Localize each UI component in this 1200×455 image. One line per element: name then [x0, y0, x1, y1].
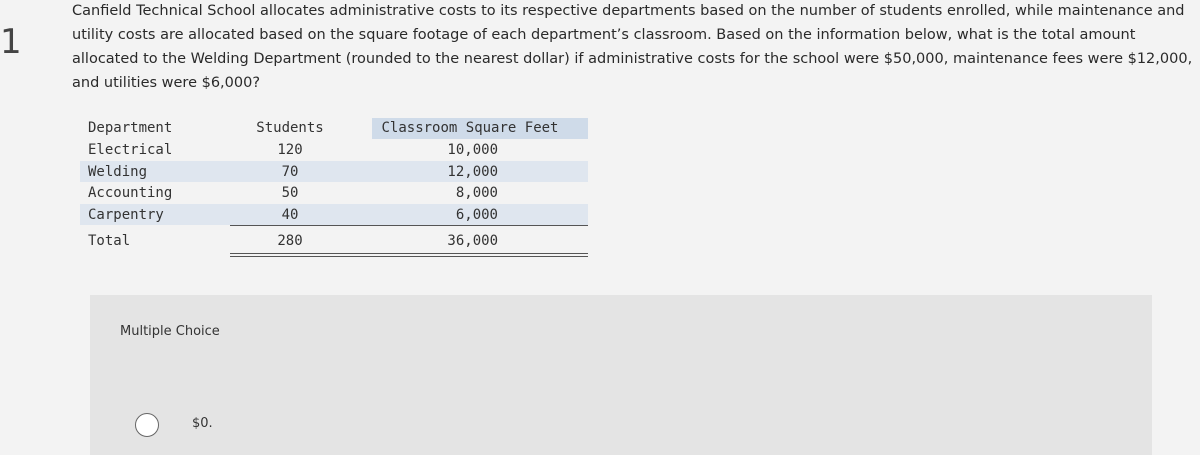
table-total: 280: [277, 233, 303, 249]
rule: [230, 253, 588, 254]
table-cell: 12,000: [447, 163, 498, 180]
table-cell: 120: [277, 142, 303, 158]
table-header: Department: [88, 120, 173, 136]
table-cell: 50: [281, 185, 299, 201]
table-total: Total: [88, 233, 131, 249]
radio-button[interactable]: [135, 413, 159, 437]
table-cell: Carpentry: [88, 206, 164, 223]
table-cell: 70: [281, 163, 299, 180]
table-header: Classroom Square Feet: [381, 120, 559, 136]
mc-label: Multiple Choice: [120, 324, 220, 339]
row-band: [80, 204, 588, 225]
table-cell: 10,000: [447, 142, 498, 158]
question-line: utility costs are allocated based on the…: [72, 27, 1136, 43]
table-cell: Accounting: [88, 185, 173, 201]
question-line: Canfield Technical School allocates admi…: [72, 3, 1185, 19]
question-line: allocated to the Welding Department (rou…: [72, 51, 1193, 67]
rule: [230, 256, 588, 257]
table-cell: Welding: [88, 163, 148, 180]
answer-panel: [90, 295, 1152, 455]
table-cell: Electrical: [88, 142, 173, 158]
table-cell: 40: [281, 206, 299, 223]
table-header: Students: [256, 120, 324, 136]
table-total: 36,000: [447, 233, 498, 249]
rule: [230, 225, 588, 226]
question-number: 1: [0, 22, 22, 62]
option-label[interactable]: $0.: [192, 416, 213, 431]
table-cell: 8,000: [455, 185, 498, 201]
question-line: and utilities were $6,000?: [72, 75, 261, 91]
table-cell: 6,000: [455, 206, 498, 223]
row-band: [80, 161, 588, 182]
header-band: [372, 118, 588, 139]
